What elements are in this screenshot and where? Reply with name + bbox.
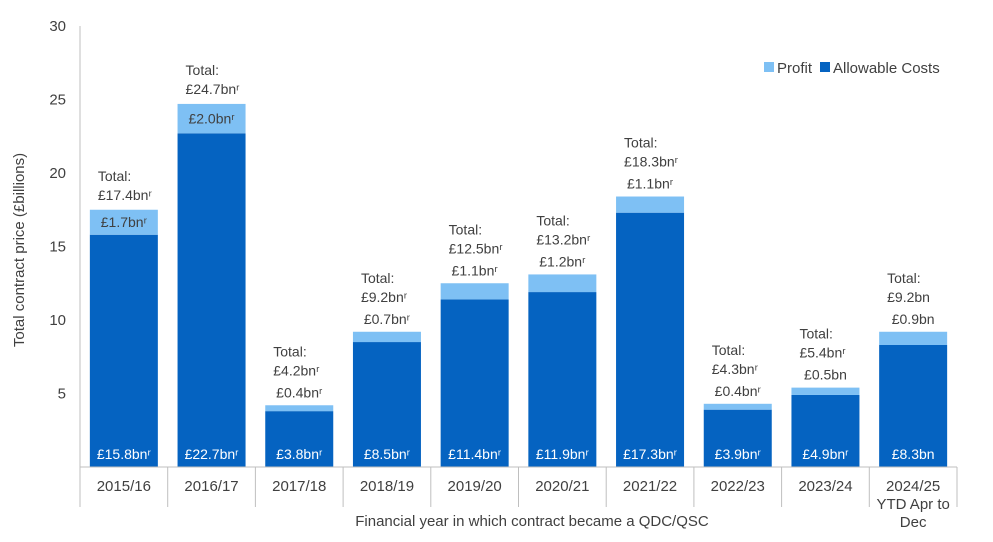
costs-data-label: £22.7bnʳ (185, 446, 240, 462)
profit-data-label: £0.7bnʳ (364, 311, 411, 327)
total-label-value: £12.5bnʳ (449, 240, 504, 256)
bar-profit (791, 387, 860, 395)
total-label-value: £4.3bnʳ (712, 361, 759, 377)
y-axis-title: Total contract price (£billions) (11, 153, 28, 347)
total-label-value: £18.3bnʳ (624, 154, 679, 170)
bar-allowable-costs (791, 394, 860, 467)
bar-profit (703, 403, 772, 410)
x-axis-ticks: 2015/16 2016/17 2017/18 2018/19 2019/20 2020/… (97, 478, 950, 531)
total-label-heading: Total: (273, 343, 306, 359)
total-label-value: £4.2bnʳ (273, 362, 320, 378)
costs-data-label: £8.5bnʳ (364, 446, 411, 462)
bar-allowable-costs (177, 133, 246, 467)
profit-data-label: £0.9bn (892, 311, 935, 327)
x-axis-title: Financial year in which contract became … (355, 513, 709, 530)
total-label-value: £17.4bnʳ (98, 187, 153, 203)
profit-data-label: £1.2bnʳ (539, 253, 586, 269)
bar-labels: £15.8bnʳ £1.7bnʳ Total: £17.4bnʳ £22.7bnʳ £2.… (97, 62, 935, 462)
axes (79, 26, 958, 507)
total-label-heading: Total: (624, 135, 657, 151)
bar-profit (528, 274, 597, 293)
y-tick-label: 15 (49, 239, 66, 256)
x-tick-label: 2020/21 (535, 478, 589, 495)
y-axis-ticks: 5 10 15 20 25 30 (49, 18, 66, 403)
profit-data-label: £0.4bnʳ (715, 383, 762, 399)
y-tick-label: 5 (58, 386, 66, 403)
profit-data-label: £2.0bnʳ (188, 111, 235, 127)
legend: Profit Allowable Costs (764, 60, 940, 77)
legend-swatch (764, 62, 774, 72)
bar-profit (352, 331, 421, 343)
x-tick-label: 2015/16 (97, 478, 151, 495)
x-tick-label: 2022/23 (711, 478, 765, 495)
bar-profit (616, 196, 685, 213)
profit-data-label: £0.5bn (804, 367, 847, 383)
bar-allowable-costs (616, 212, 685, 467)
profit-data-label: £1.7bnʳ (101, 214, 148, 230)
costs-data-label: £3.9bnʳ (715, 446, 762, 462)
y-tick-label: 20 (49, 165, 66, 182)
costs-data-label: £3.8bnʳ (276, 446, 323, 462)
costs-data-label: £8.3bn (892, 446, 935, 462)
bar-profit (879, 331, 948, 345)
x-tick-label: 2021/22 (623, 478, 677, 495)
x-tick-label: 2023/24 (798, 478, 852, 495)
legend-label: Profit (777, 60, 813, 77)
bar-allowable-costs (879, 344, 948, 467)
bar-profit (265, 405, 334, 412)
costs-data-label: £4.9bnʳ (802, 446, 849, 462)
bar-allowable-costs (89, 234, 158, 467)
total-label-value: £9.2bn (887, 289, 930, 305)
y-tick-label: 25 (49, 92, 66, 109)
x-tick-label: 2018/19 (360, 478, 414, 495)
profit-data-label: £1.1bnʳ (627, 176, 674, 192)
costs-data-label: £11.9bnʳ (536, 446, 590, 462)
legend-swatch (820, 62, 830, 72)
y-tick-label: 30 (49, 18, 66, 35)
bar-profit (440, 283, 509, 300)
total-label-heading: Total: (536, 212, 569, 228)
bar-profit (89, 209, 158, 235)
total-label-heading: Total: (98, 168, 131, 184)
bar-allowable-costs (440, 299, 509, 467)
x-tick-label: 2017/18 (272, 478, 326, 495)
legend-label: Allowable Costs (833, 60, 940, 77)
x-tick-label: 2024/25 YTD Apr to Dec (876, 478, 949, 531)
bar-profit (177, 103, 246, 134)
bar-allowable-costs (265, 411, 334, 467)
total-label-heading: Total: (712, 342, 745, 358)
total-label-heading: Total: (799, 326, 832, 342)
bar-allowable-costs (352, 342, 421, 467)
total-label-heading: Total: (361, 270, 394, 286)
total-label-value: £5.4bnʳ (799, 345, 846, 361)
bar-allowable-costs (528, 292, 597, 467)
x-tick-label: 2019/20 (448, 478, 502, 495)
profit-data-label: £1.1bnʳ (452, 262, 499, 278)
total-label-heading: Total: (887, 270, 920, 286)
bars (89, 103, 948, 467)
costs-data-label: £11.4bnʳ (448, 446, 502, 462)
costs-data-label: £15.8bnʳ (97, 446, 152, 462)
total-label-value: £9.2bnʳ (361, 289, 408, 305)
total-label-heading: Total: (186, 62, 219, 78)
total-label-value: £13.2bnʳ (536, 231, 591, 247)
total-label-value: £24.7bnʳ (186, 81, 241, 97)
bar-allowable-costs (703, 409, 772, 467)
profit-data-label: £0.4bnʳ (276, 384, 323, 400)
costs-data-label: £17.3bnʳ (623, 446, 678, 462)
y-tick-label: 10 (49, 312, 66, 329)
total-label-heading: Total: (449, 221, 482, 237)
x-tick-label: 2016/17 (184, 478, 238, 495)
